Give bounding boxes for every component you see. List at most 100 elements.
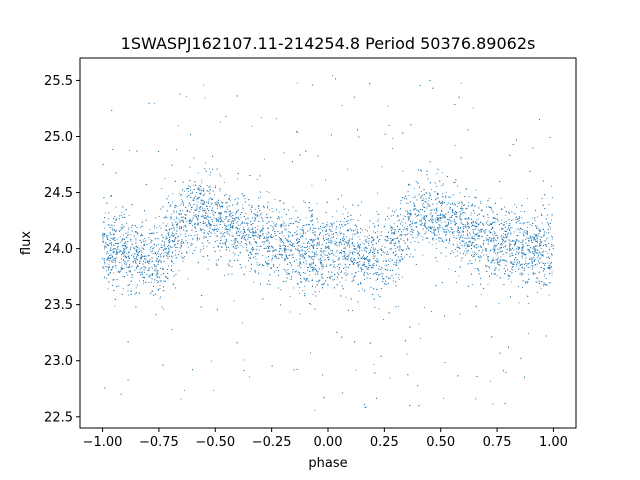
data-point: [432, 216, 433, 218]
data-point: [443, 241, 445, 243]
data-point: [515, 244, 516, 245]
data-point: [500, 197, 502, 199]
data-point: [206, 185, 208, 187]
data-point: [438, 229, 440, 231]
data-point: [322, 264, 324, 266]
data-point: [522, 233, 524, 234]
data-point: [278, 244, 280, 246]
data-point: [303, 250, 305, 252]
data-point: [153, 243, 155, 245]
data-point: [272, 210, 274, 212]
data-point: [138, 272, 140, 273]
data-point: [498, 302, 500, 304]
data-point: [405, 202, 407, 204]
data-point: [475, 252, 476, 254]
data-point: [189, 186, 191, 188]
data-point: [122, 275, 124, 277]
data-point: [292, 206, 294, 208]
data-point: [537, 234, 539, 236]
data-point: [134, 259, 136, 261]
data-point: [330, 277, 332, 279]
data-point: [209, 225, 211, 227]
data-point: [171, 257, 173, 259]
data-point: [320, 253, 322, 255]
data-point: [184, 214, 186, 216]
data-point: [183, 243, 185, 245]
data-point: [114, 216, 116, 218]
data-point: [194, 235, 196, 236]
data-point: [549, 226, 551, 228]
data-point: [275, 239, 277, 241]
data-point: [246, 233, 248, 235]
data-point: [148, 236, 150, 238]
data-point: [394, 230, 396, 232]
data-point: [377, 231, 379, 233]
data-point: [132, 261, 134, 263]
data-point: [114, 305, 116, 307]
data-point: [173, 227, 175, 229]
data-point: [151, 261, 153, 262]
data-point: [539, 245, 541, 247]
data-point: [384, 238, 386, 240]
data-point: [143, 266, 145, 268]
data-point: [227, 208, 229, 210]
data-point: [148, 269, 150, 271]
data-point: [458, 275, 460, 277]
data-point: [521, 267, 523, 269]
data-point: [378, 308, 380, 310]
data-point: [440, 209, 442, 211]
data-point: [174, 234, 175, 236]
data-point: [399, 235, 401, 237]
data-point: [178, 251, 180, 252]
data-point: [441, 172, 443, 174]
data-point: [459, 236, 461, 238]
data-point: [259, 235, 261, 237]
data-point: [342, 213, 344, 215]
data-point: [310, 244, 312, 246]
data-point: [464, 224, 466, 226]
data-point: [263, 158, 265, 160]
data-point: [115, 206, 117, 208]
data-point: [195, 247, 197, 249]
data-point: [175, 247, 177, 248]
data-point: [456, 281, 458, 283]
data-point: [121, 214, 123, 216]
data-point: [531, 217, 533, 219]
data-point: [511, 255, 513, 257]
data-point: [455, 213, 457, 215]
data-point: [299, 292, 300, 294]
data-point: [349, 238, 351, 240]
data-point: [149, 228, 151, 230]
data-point: [404, 222, 406, 224]
data-point: [361, 250, 363, 251]
data-point: [181, 199, 183, 201]
data-point: [217, 202, 219, 203]
data-point: [285, 248, 287, 250]
data-point: [431, 243, 433, 245]
data-point: [176, 206, 178, 207]
data-point: [459, 313, 461, 315]
data-point: [240, 245, 242, 246]
data-point: [282, 241, 283, 243]
data-point: [389, 377, 391, 379]
data-point: [377, 294, 379, 296]
data-point: [359, 232, 361, 233]
data-point: [400, 258, 402, 260]
data-point: [137, 265, 139, 267]
data-point: [542, 254, 544, 256]
data-point: [515, 271, 517, 272]
data-point: [129, 247, 131, 249]
data-point: [481, 252, 483, 254]
data-point: [182, 210, 184, 212]
data-point: [474, 268, 476, 269]
data-point: [534, 245, 536, 247]
data-point: [325, 250, 327, 252]
data-point: [156, 264, 158, 266]
data-point: [426, 228, 428, 230]
data-point: [398, 278, 400, 280]
data-point: [443, 397, 445, 399]
data-point: [171, 213, 173, 215]
data-point: [269, 209, 271, 211]
data-point: [209, 185, 211, 187]
data-point: [489, 250, 491, 252]
